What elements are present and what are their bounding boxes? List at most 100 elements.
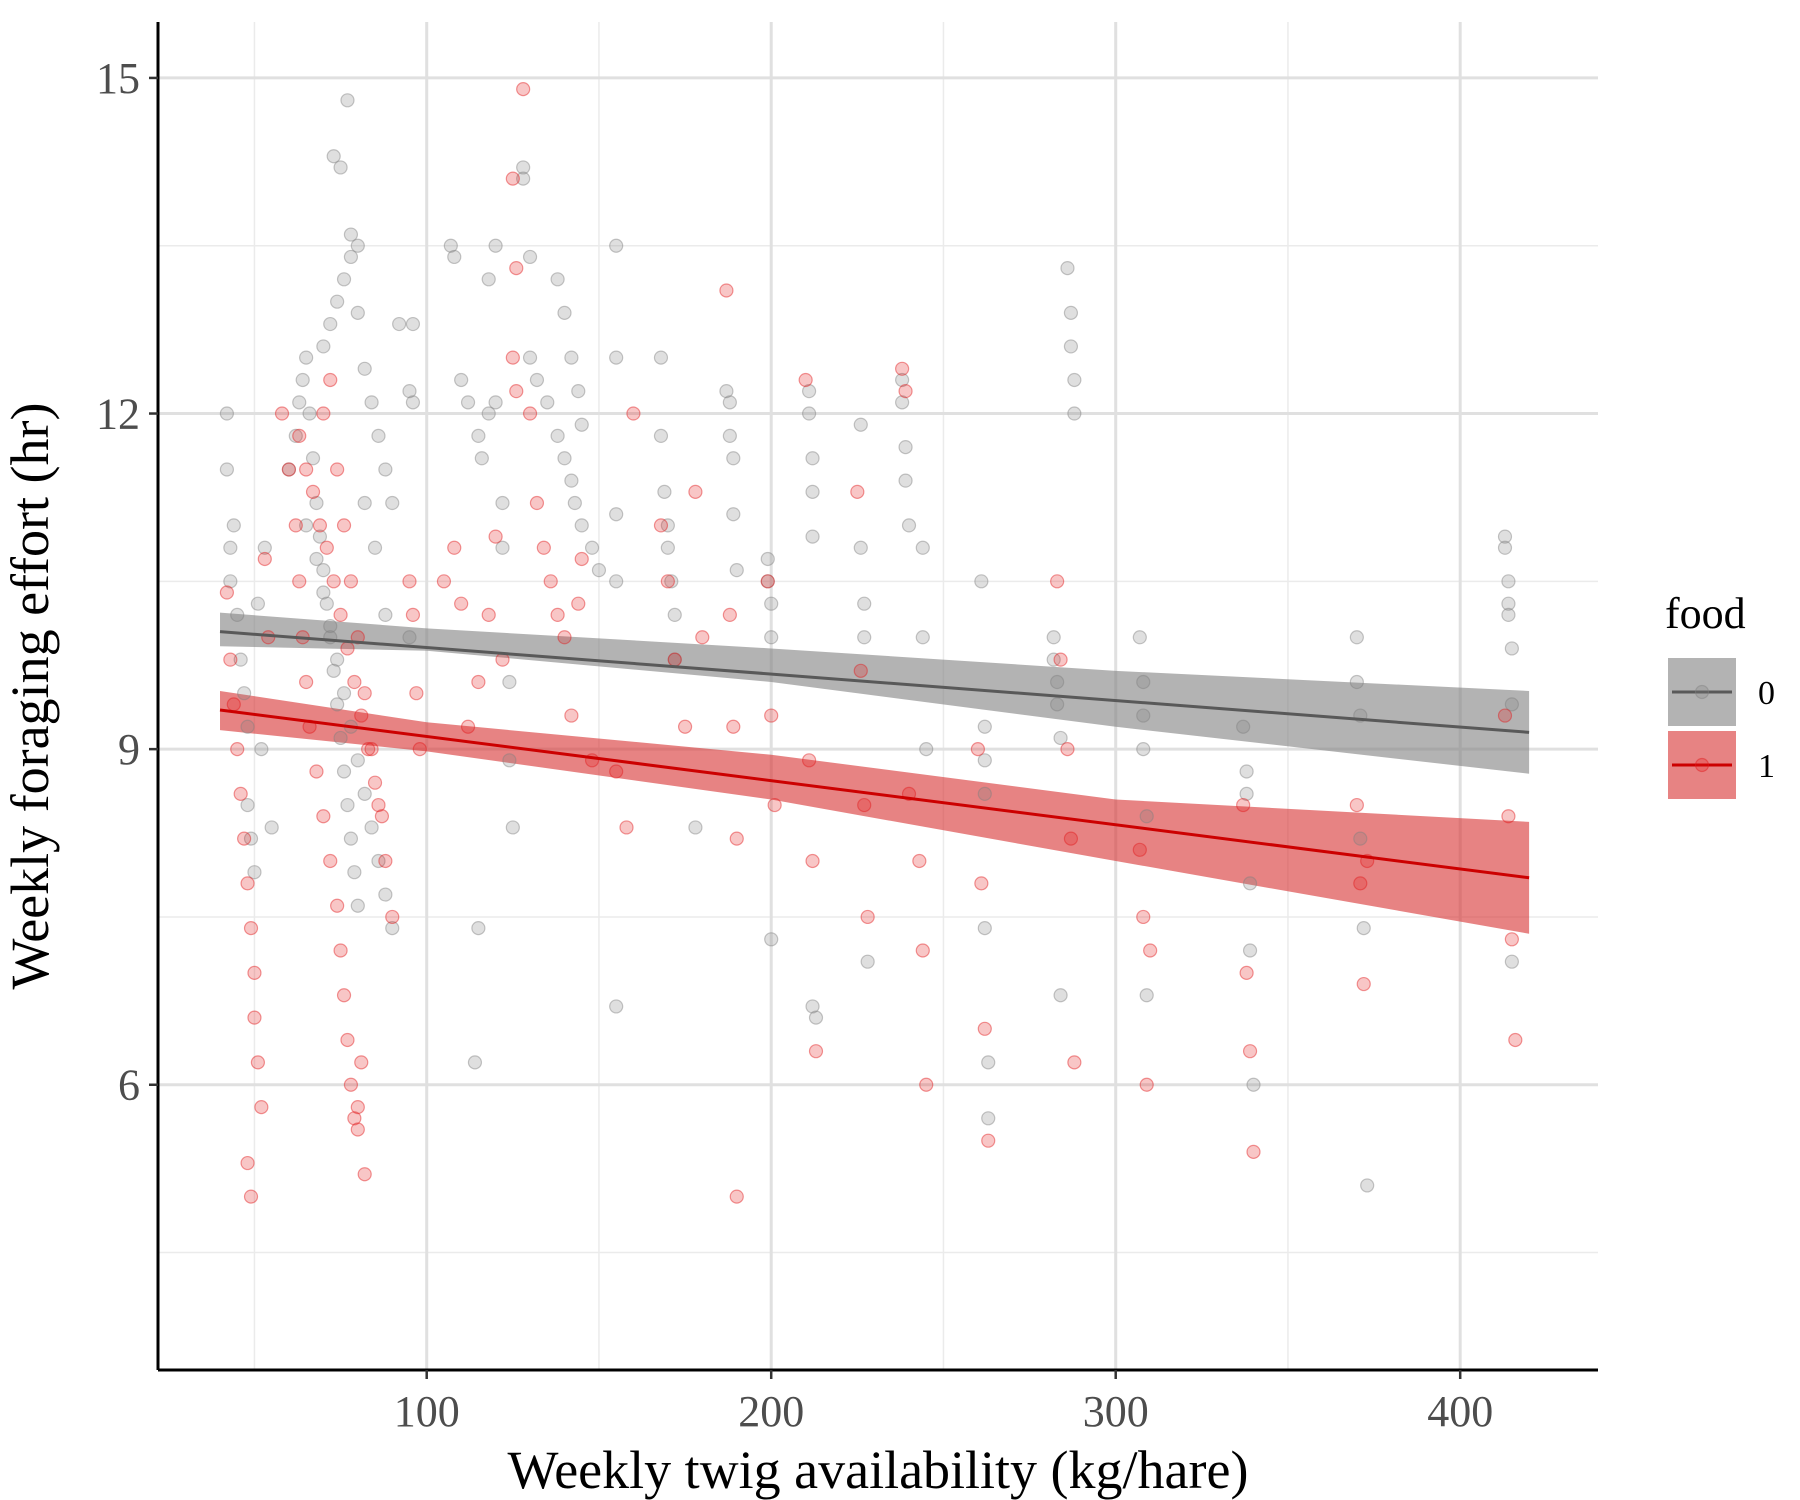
data-point-food-1 [1356, 976, 1371, 992]
data-point-food-0 [326, 663, 341, 678]
data-point-food-0 [385, 495, 400, 511]
data-point-food-0 [860, 954, 875, 969]
data-point-food-1 [609, 764, 624, 779]
data-point-food-1 [895, 361, 910, 376]
data-point-food-0 [257, 540, 272, 555]
data-point-food-1 [505, 350, 520, 365]
fit-line-food-0 [219, 630, 1530, 734]
data-point-food-1 [1143, 943, 1158, 958]
data-point-food-1 [667, 652, 682, 667]
data-point-food-0 [357, 495, 372, 511]
data-point-food-0 [1360, 1178, 1375, 1193]
data-point-food-0 [474, 451, 489, 466]
data-point-food-0 [805, 529, 820, 544]
y-tick-label: 6 [118, 1061, 140, 1110]
data-point-food-0 [333, 160, 348, 175]
data-point-food-0 [247, 865, 262, 880]
y-tick-label: 9 [118, 725, 140, 774]
data-point-food-0 [898, 439, 913, 455]
axes [156, 22, 1598, 1372]
data-point-food-1 [1063, 831, 1079, 846]
data-point-food-0 [367, 540, 383, 555]
data-point-food-1 [543, 574, 558, 589]
data-point-food-0 [223, 574, 238, 589]
data-point-food-1 [364, 742, 379, 757]
data-point-food-0 [316, 339, 331, 354]
data-point-food-1 [1242, 1044, 1258, 1059]
data-point-food-0 [1497, 529, 1513, 544]
data-point-food-0 [219, 462, 234, 477]
data-point-food-1 [237, 831, 252, 846]
data-point-food-1 [230, 742, 245, 757]
data-point-food-0 [488, 395, 503, 410]
data-point-food-0 [981, 1055, 996, 1070]
data-point-food-1 [367, 775, 383, 790]
data-point-food-0 [722, 428, 737, 444]
data-point-food-1 [223, 652, 238, 667]
data-point-food-1 [726, 719, 741, 734]
data-point-food-0 [516, 160, 531, 175]
data-point-food-0 [312, 529, 328, 544]
data-point-food-1 [626, 406, 641, 421]
data-point-food-0 [343, 831, 359, 846]
legend-title: food [1665, 589, 1746, 638]
data-point-food-1 [240, 876, 255, 891]
data-point-food-1 [677, 719, 693, 734]
data-point-food-0 [564, 473, 579, 488]
data-point-food-1 [281, 462, 297, 477]
data-point-food-0 [309, 551, 324, 567]
data-point-food-0 [1046, 652, 1061, 667]
data-point-food-1 [912, 853, 927, 869]
data-point-food-1 [274, 406, 290, 421]
data-point-food-0 [1501, 596, 1516, 611]
data-point-food-0 [385, 921, 400, 936]
data-point-food-1 [564, 708, 579, 723]
data-point-food-0 [574, 417, 589, 432]
x-tick-label: 300 [1083, 1387, 1149, 1436]
data-point-food-1 [660, 574, 675, 589]
confidence-band-food-0 [220, 612, 1530, 774]
data-point-food-0 [895, 372, 910, 388]
data-point-food-1 [767, 797, 782, 813]
data-point-food-0 [915, 630, 930, 645]
data-point-food-1 [312, 518, 328, 533]
fit-line-food-1 [219, 708, 1530, 880]
data-point-food-0 [1349, 630, 1364, 645]
data-point-food-1 [250, 1055, 266, 1070]
data-point-food-1 [764, 708, 779, 723]
data-point-food-0 [1239, 786, 1254, 801]
data-point-food-0 [895, 395, 910, 410]
data-point-food-1 [343, 574, 359, 589]
data-point-food-0 [653, 428, 669, 444]
data-point-food-0 [688, 820, 703, 835]
data-point-food-0 [764, 630, 779, 645]
data-point-food-1 [1349, 797, 1364, 813]
data-point-food-0 [405, 395, 421, 410]
confidence-bands [220, 612, 1530, 934]
data-point-food-1 [385, 909, 400, 925]
data-point-food-0 [853, 540, 868, 555]
y-axis-title: Weekly foraging effort (hr) [0, 403, 60, 990]
fit-lines [219, 630, 1530, 880]
data-point-food-0 [343, 227, 359, 242]
data-point-food-0 [330, 294, 345, 309]
data-point-food-0 [919, 742, 934, 757]
data-point-food-1 [330, 462, 345, 477]
data-point-food-1 [330, 898, 345, 913]
data-point-food-0 [323, 316, 338, 332]
data-point-food-0 [977, 753, 992, 768]
data-point-food-0 [443, 238, 458, 253]
data-point-food-0 [302, 406, 317, 421]
data-point-food-0 [1501, 607, 1516, 622]
data-point-food-0 [495, 540, 510, 555]
data-point-food-1 [571, 596, 586, 611]
data-point-food-0 [1139, 809, 1154, 824]
data-point-food-1 [357, 686, 372, 701]
data-point-food-0 [299, 350, 314, 365]
data-point-food-1 [557, 630, 572, 645]
data-point-food-0 [1504, 954, 1519, 969]
data-point-food-0 [254, 742, 269, 757]
data-point-food-1 [347, 674, 362, 690]
x-tick-label: 400 [1427, 1387, 1493, 1436]
